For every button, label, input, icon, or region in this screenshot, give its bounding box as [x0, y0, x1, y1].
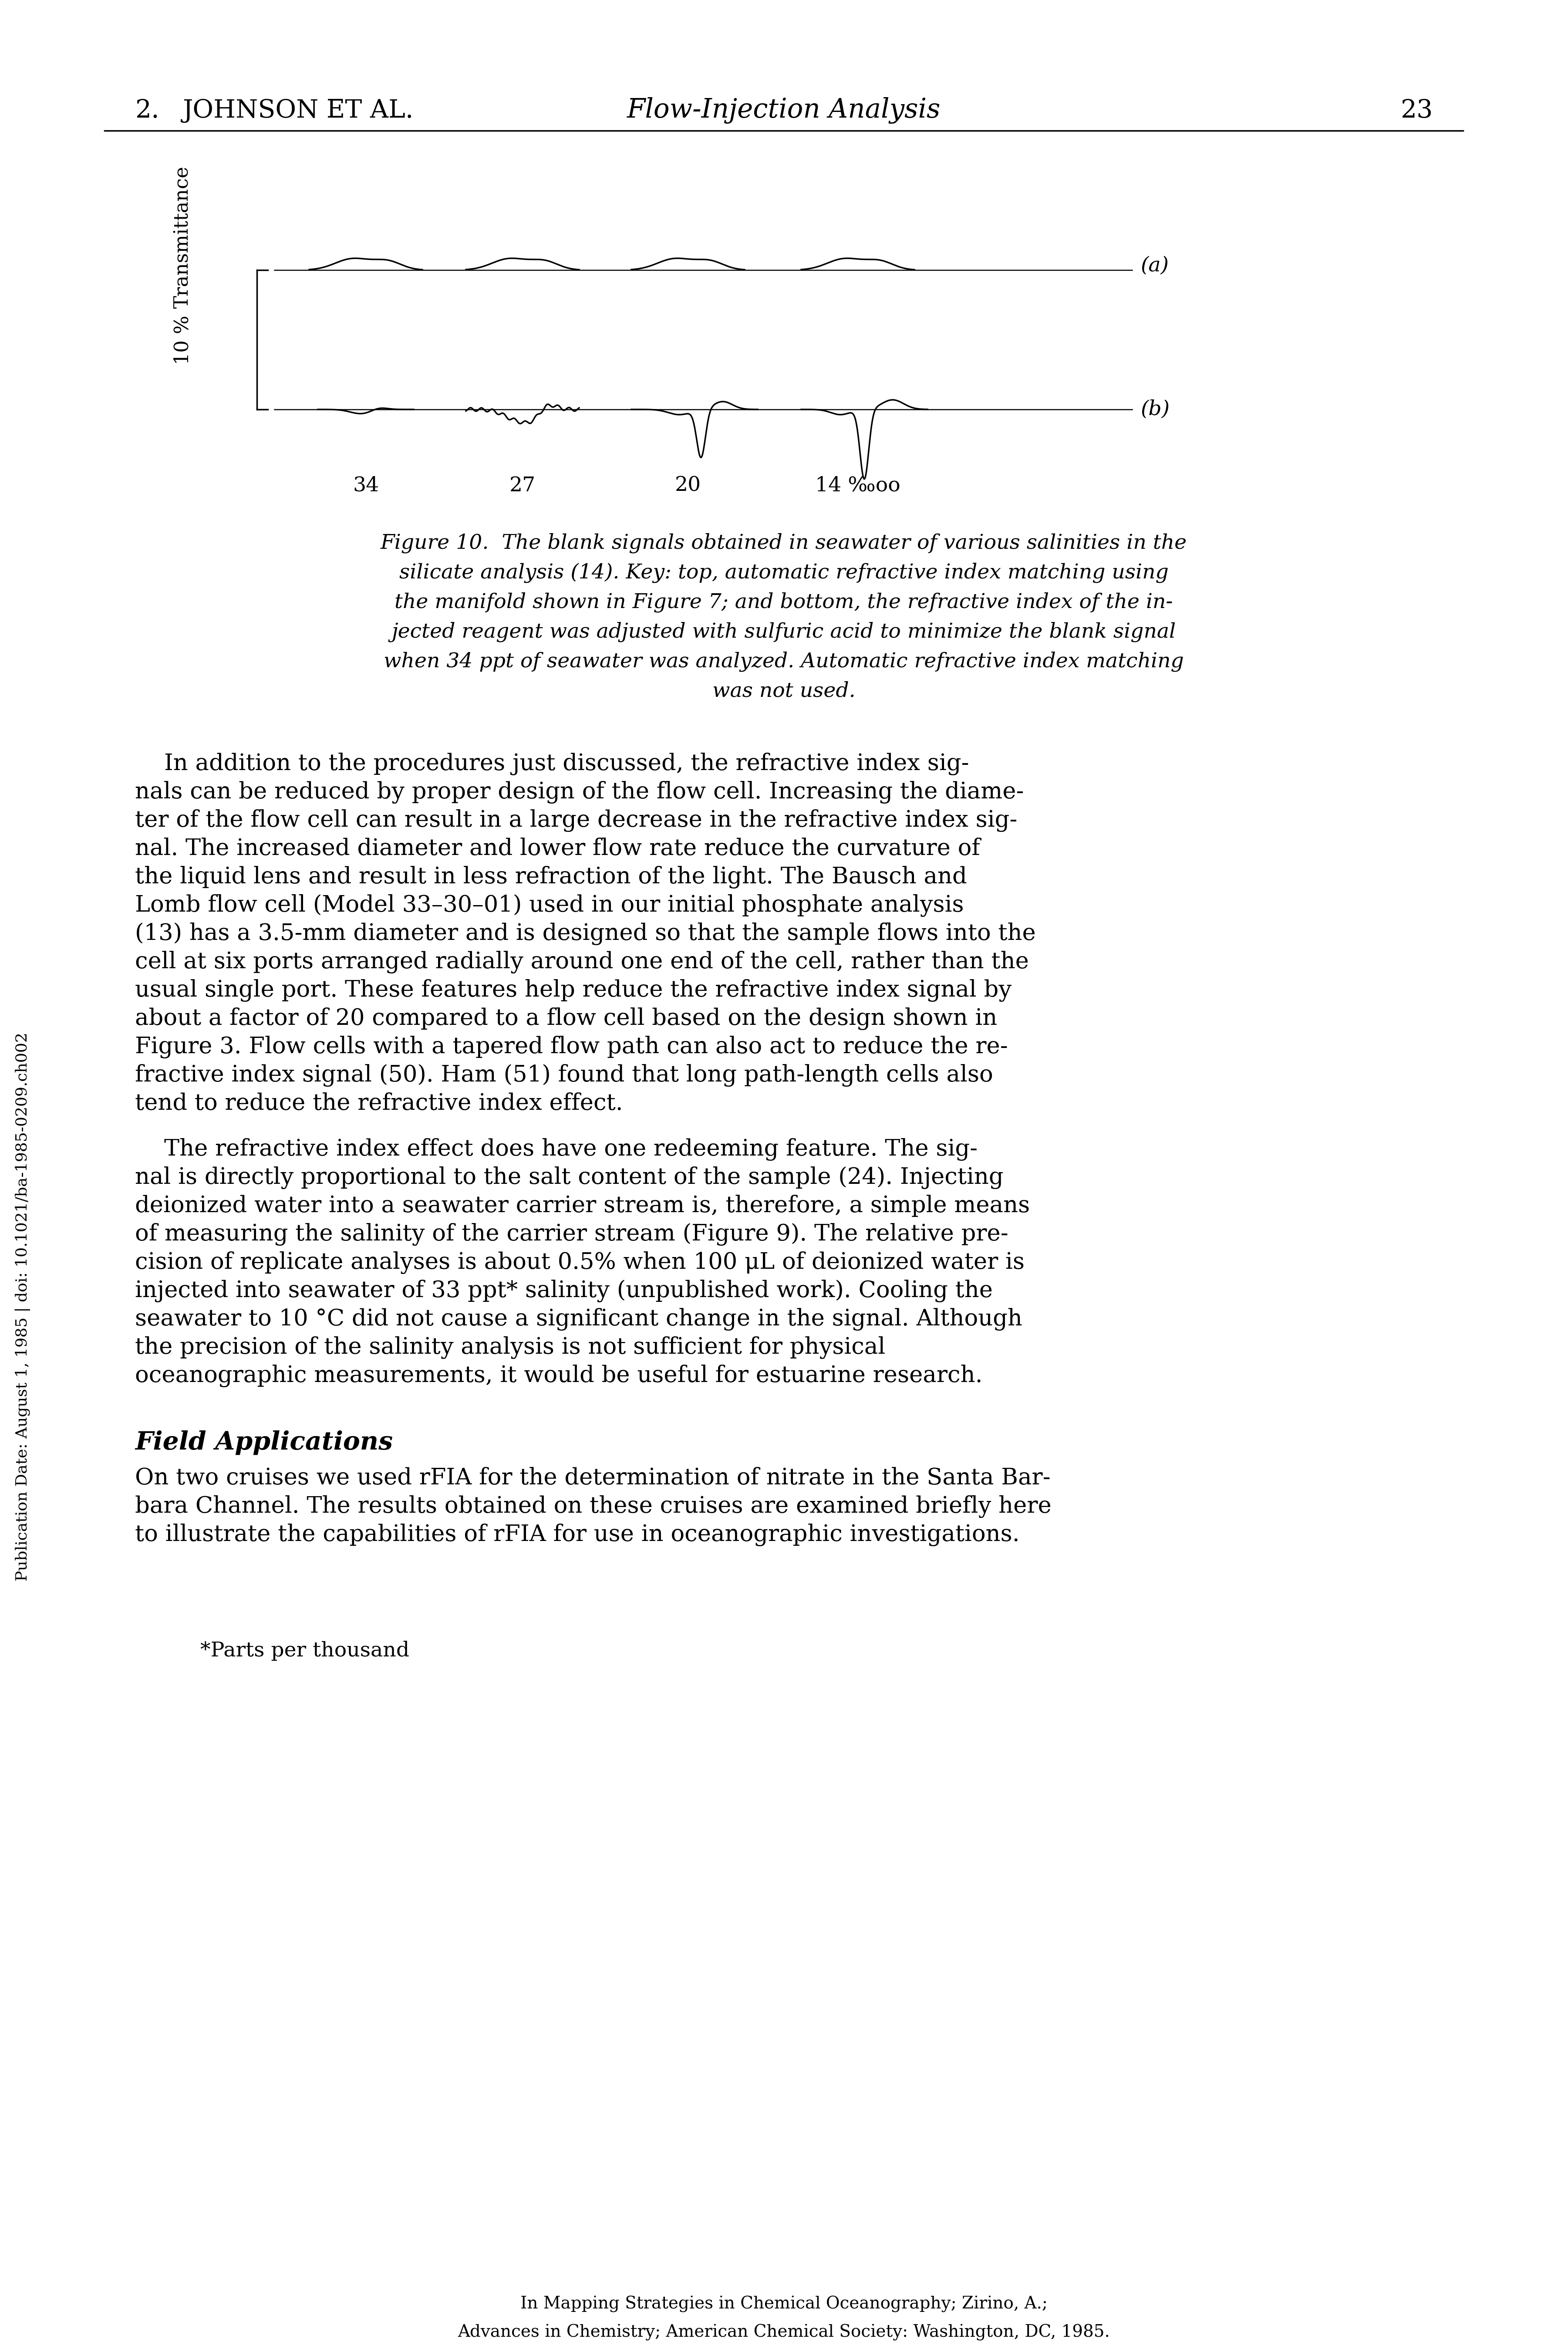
Text: the manifold shown in Figure 7; and bottom, the refractive index of the in-: the manifold shown in Figure 7; and bott… [395, 593, 1173, 612]
Text: 27: 27 [510, 475, 536, 496]
Text: Advances in Chemistry; American Chemical Society: Washington, DC, 1985.: Advances in Chemistry; American Chemical… [458, 2324, 1110, 2340]
Text: the liquid lens and result in less refraction of the light. The Bausch and: the liquid lens and result in less refra… [135, 866, 967, 889]
Text: 23: 23 [1400, 99, 1433, 122]
Text: tend to reduce the refractive index effect.: tend to reduce the refractive index effe… [135, 1091, 622, 1115]
Text: Figure 3. Flow cells with a tapered flow path can also act to reduce the re-: Figure 3. Flow cells with a tapered flow… [135, 1035, 1008, 1058]
Text: Field Applications: Field Applications [135, 1430, 394, 1456]
Text: nals can be reduced by proper design of the flow cell. Increasing the diame-: nals can be reduced by proper design of … [135, 781, 1024, 804]
Text: 2.: 2. [135, 99, 160, 122]
Text: when 34 ppt of seawater was analyzed. Automatic refractive index matching: when 34 ppt of seawater was analyzed. Au… [384, 652, 1184, 673]
Text: In Mapping Strategies in Chemical Oceanography; Zirino, A.;: In Mapping Strategies in Chemical Oceano… [521, 2296, 1047, 2312]
Text: the precision of the salinity analysis is not sufficient for physical: the precision of the salinity analysis i… [135, 1336, 886, 1359]
Text: of measuring the salinity of the carrier stream (Figure 9). The relative pre-: of measuring the salinity of the carrier… [135, 1223, 1008, 1247]
Text: injected into seawater of 33 ppt* salinity (unpublished work). Cooling the: injected into seawater of 33 ppt* salini… [135, 1279, 993, 1303]
Text: (13) has a 3.5-mm diameter and is designed so that the sample flows into the: (13) has a 3.5-mm diameter and is design… [135, 922, 1036, 946]
Text: Transmittance: Transmittance [174, 167, 193, 308]
Text: seawater to 10 °C did not cause a significant change in the signal. Although: seawater to 10 °C did not cause a signif… [135, 1308, 1022, 1331]
Text: Flow-Injection Analysis: Flow-Injection Analysis [627, 96, 941, 125]
Text: 10 %: 10 % [174, 315, 193, 365]
Text: The refractive index effect does have one redeeming feature. The sig-: The refractive index effect does have on… [135, 1138, 977, 1162]
Text: (a): (a) [1142, 256, 1170, 275]
Text: about a factor of 20 compared to a flow cell based on the design shown in: about a factor of 20 compared to a flow … [135, 1007, 997, 1030]
Text: cell at six ports arranged radially around one end of the cell, rather than the: cell at six ports arranged radially arou… [135, 950, 1029, 974]
Text: Publication Date: August 1, 1985 | doi: 10.1021/ba-1985-0209.ch002: Publication Date: August 1, 1985 | doi: … [16, 1033, 30, 1581]
Text: fractive index signal (50). Ham (51) found that long path-length cells also: fractive index signal (50). Ham (51) fou… [135, 1063, 993, 1087]
Text: Figure 10.  The blank signals obtained in seawater of various salinities in the: Figure 10. The blank signals obtained in… [381, 534, 1187, 553]
Text: deionized water into a seawater carrier stream is, therefore, a simple means: deionized water into a seawater carrier … [135, 1195, 1030, 1216]
Text: nal is directly proportional to the salt content of the sample (24). Injecting: nal is directly proportional to the salt… [135, 1167, 1004, 1190]
Text: 20: 20 [674, 475, 701, 496]
Text: oceanographic measurements, it would be useful for estuarine research.: oceanographic measurements, it would be … [135, 1364, 983, 1388]
Text: In addition to the procedures just discussed, the refractive index sig-: In addition to the procedures just discu… [135, 753, 969, 776]
Text: On two cruises we used rFIA for the determination of nitrate in the Santa Bar-: On two cruises we used rFIA for the dete… [135, 1468, 1051, 1489]
Text: usual single port. These features help reduce the refractive index signal by: usual single port. These features help r… [135, 978, 1011, 1002]
Text: was not used.: was not used. [712, 682, 855, 701]
Text: ter of the flow cell can result in a large decrease in the refractive index sig-: ter of the flow cell can result in a lar… [135, 809, 1018, 833]
Text: Lomb flow cell (Model 33–30–01) used in our initial phosphate analysis: Lomb flow cell (Model 33–30–01) used in … [135, 894, 964, 917]
Text: 34: 34 [353, 475, 379, 496]
Text: nal. The increased diameter and lower flow rate reduce the curvature of: nal. The increased diameter and lower fl… [135, 837, 980, 861]
Text: cision of replicate analyses is about 0.5% when 100 μL of deionized water is: cision of replicate analyses is about 0.… [135, 1251, 1024, 1275]
Text: to illustrate the capabilities of rFIA for use in oceanographic investigations.: to illustrate the capabilities of rFIA f… [135, 1524, 1019, 1545]
Text: silicate analysis (14). Key: top, automatic refractive index matching using: silicate analysis (14). Key: top, automa… [400, 562, 1168, 583]
Text: jected reagent was adjusted with sulfuric acid to minimize the blank signal: jected reagent was adjusted with sulfuri… [392, 621, 1176, 642]
Text: bara Channel. The results obtained on these cruises are examined briefly here: bara Channel. The results obtained on th… [135, 1496, 1052, 1517]
Text: *Parts per thousand: *Parts per thousand [201, 1642, 409, 1661]
Text: JOHNSON ET AL.: JOHNSON ET AL. [183, 99, 414, 122]
Text: 14 ‰oo: 14 ‰oo [815, 475, 900, 496]
Text: (b): (b) [1142, 400, 1170, 419]
